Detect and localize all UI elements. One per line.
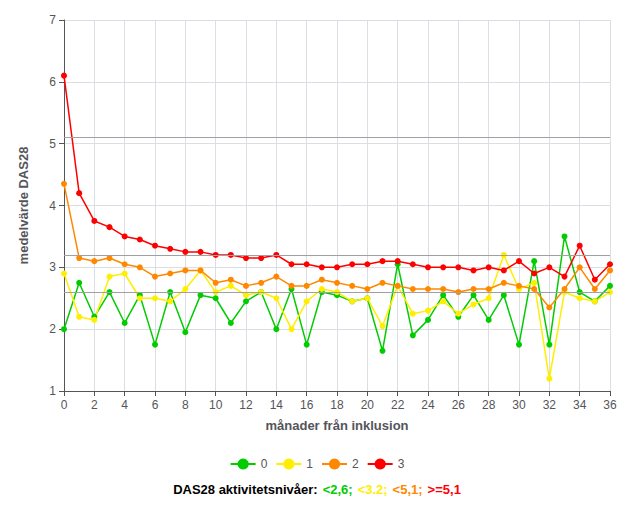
svg-text:<2,6;: <2,6;	[323, 482, 353, 497]
svg-text:16: 16	[300, 398, 314, 412]
svg-text:0: 0	[261, 457, 268, 471]
svg-text:30: 30	[512, 398, 526, 412]
svg-text:12: 12	[239, 398, 253, 412]
svg-text:2: 2	[352, 457, 359, 471]
svg-text:5: 5	[49, 137, 56, 151]
svg-text:1: 1	[306, 457, 313, 471]
svg-text:18: 18	[330, 398, 344, 412]
svg-text:34: 34	[573, 398, 587, 412]
svg-text:24: 24	[421, 398, 435, 412]
svg-text:20: 20	[361, 398, 375, 412]
svg-text:8: 8	[182, 398, 189, 412]
svg-text:3: 3	[49, 260, 56, 274]
svg-text:2: 2	[49, 322, 56, 336]
svg-text:månader från inklusion: månader från inklusion	[265, 418, 408, 433]
svg-text:32: 32	[543, 398, 557, 412]
svg-text:10: 10	[209, 398, 223, 412]
svg-text:22: 22	[391, 398, 405, 412]
svg-text:3: 3	[398, 457, 405, 471]
svg-text:4: 4	[121, 398, 128, 412]
svg-text:6: 6	[49, 75, 56, 89]
svg-text:>=5,1: >=5,1	[428, 482, 461, 497]
svg-text:2: 2	[91, 398, 98, 412]
svg-text:26: 26	[452, 398, 466, 412]
svg-text:7: 7	[49, 13, 56, 27]
svg-text:1: 1	[49, 384, 56, 398]
svg-text:14: 14	[270, 398, 284, 412]
svg-text:DAS28 aktivitetsnivåer:: DAS28 aktivitetsnivåer:	[173, 482, 318, 497]
svg-text:4: 4	[49, 199, 56, 213]
svg-text:medelvärde DAS28: medelvärde DAS28	[16, 147, 31, 265]
svg-text:28: 28	[482, 398, 496, 412]
svg-text:36: 36	[603, 398, 617, 412]
svg-text:0: 0	[61, 398, 68, 412]
svg-text:6: 6	[152, 398, 159, 412]
svg-text:<3.2;: <3.2;	[358, 482, 388, 497]
svg-text:<5,1;: <5,1;	[393, 482, 423, 497]
